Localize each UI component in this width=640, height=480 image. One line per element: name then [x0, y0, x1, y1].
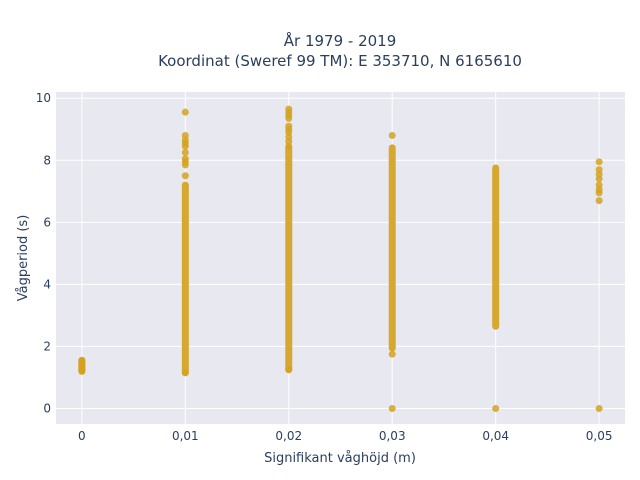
data-point [492, 404, 500, 412]
data-point [595, 158, 603, 166]
y-axis-title: Vågperiod (s) [16, 215, 31, 302]
data-point [595, 181, 603, 189]
data-point [181, 155, 189, 163]
chart-title-line-1: År 1979 - 2019 [284, 31, 397, 50]
y-tick-label: 6 [43, 215, 51, 229]
data-point-band [492, 164, 500, 330]
y-tick-label: 2 [43, 339, 51, 353]
data-point [181, 172, 189, 180]
x-tick-label: 0,01 [172, 429, 199, 443]
y-tick-label: 8 [43, 153, 51, 167]
data-point [388, 350, 396, 358]
tick-labels: 0 2 4 6 8 10 0 0,01 0,02 0,03 0,04 0,05 [36, 91, 613, 443]
data-point [181, 131, 189, 139]
data-point [595, 197, 603, 205]
data-points [78, 105, 603, 412]
data-point [285, 366, 293, 374]
data-point [181, 369, 189, 377]
y-tick-label: 0 [43, 401, 51, 415]
data-point [388, 131, 396, 139]
grid-lines [56, 92, 625, 424]
y-tick-label: 10 [36, 91, 51, 105]
data-point [595, 166, 603, 174]
x-tick-label: 0,03 [379, 429, 406, 443]
data-point [285, 122, 293, 130]
data-point [181, 149, 189, 157]
x-tick-label: 0,04 [482, 429, 509, 443]
x-tick-label: 0 [78, 429, 86, 443]
data-point [595, 404, 603, 412]
y-tick-label: 4 [43, 277, 51, 291]
x-tick-label: 0,02 [275, 429, 302, 443]
chart-title-line-2: Koordinat (Sweref 99 TM): E 353710, N 61… [158, 52, 522, 70]
plot-area [56, 92, 625, 424]
data-point-band [388, 144, 396, 352]
data-point-band [181, 181, 189, 377]
data-point-band [285, 144, 293, 374]
x-tick-label: 0,05 [586, 429, 613, 443]
data-point [388, 404, 396, 412]
data-point [78, 356, 86, 364]
x-axis-title: Signifikant våghöjd (m) [264, 451, 416, 466]
data-point [285, 105, 293, 113]
data-point [181, 108, 189, 116]
